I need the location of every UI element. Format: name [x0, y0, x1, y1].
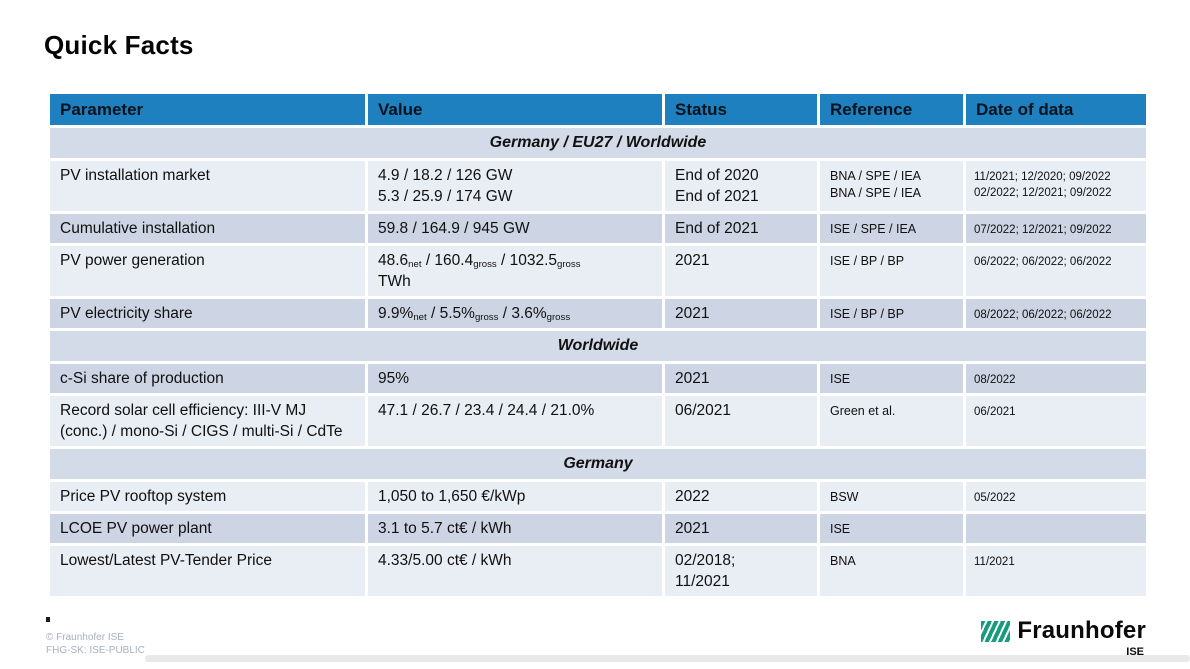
bullet-mark [46, 617, 50, 622]
cell-date [966, 514, 1146, 546]
column-header-value: Value [368, 94, 665, 128]
cell-parameter: Price PV rooftop system [50, 482, 368, 514]
cell-reference: ISE / BP / BP [820, 299, 966, 331]
cell-status: End of 2021 [665, 214, 820, 246]
cell-date: 08/2022 [966, 364, 1146, 396]
cell-value: 59.8 / 164.9 / 945 GW [368, 214, 665, 246]
cell-date: 06/2021 [966, 396, 1146, 449]
cell-value: 47.1 / 26.7 / 23.4 / 24.4 / 21.0% [368, 396, 665, 449]
cell-reference: ISE [820, 514, 966, 546]
quick-facts-table: Parameter Value Status Reference Date of… [50, 94, 1146, 599]
cell-date: 07/2022; 12/2021; 09/2022 [966, 214, 1146, 246]
horizontal-scrollbar[interactable] [145, 655, 1190, 662]
section-row: Germany [50, 449, 1146, 482]
cell-reference: BNA / SPE / IEA BNA / SPE / IEA [820, 161, 966, 214]
fraunhofer-brand-text: Fraunhofer [1017, 617, 1146, 644]
table-header-row: Parameter Value Status Reference Date of… [50, 94, 1146, 128]
cell-status: 2021 [665, 364, 820, 396]
cell-status: 02/2018; 11/2021 [665, 546, 820, 599]
cell-date: 08/2022; 06/2022; 06/2022 [966, 299, 1146, 331]
table-row: PV installation market 4.9 / 18.2 / 126 G… [50, 161, 1146, 214]
cell-status: 2021 [665, 299, 820, 331]
cell-reference: ISE / SPE / IEA [820, 214, 966, 246]
section-label: Germany [50, 449, 1146, 482]
classification-text: FHG-SK: ISE-PUBLIC [46, 645, 145, 656]
table-row: PV electricity share 9.9%net / 5.5%gross … [50, 299, 1146, 331]
cell-parameter: Lowest/Latest PV-Tender Price [50, 546, 368, 599]
cell-status: 2021 [665, 246, 820, 299]
column-header-status: Status [665, 94, 820, 128]
section-label: Germany / EU27 / Worldwide [50, 128, 1146, 161]
table-row: Cumulative installation 59.8 / 164.9 / 94… [50, 214, 1146, 246]
cell-reference: ISE / BP / BP [820, 246, 966, 299]
cell-value: 95% [368, 364, 665, 396]
cell-reference: BNA [820, 546, 966, 599]
section-row: Germany / EU27 / Worldwide [50, 128, 1146, 161]
cell-parameter: PV power generation [50, 246, 368, 299]
cell-date: 05/2022 [966, 482, 1146, 514]
cell-status: 06/2021 [665, 396, 820, 449]
slide-footer: © Fraunhofer ISE FHG-SK: ISE-PUBLIC [46, 631, 145, 657]
cell-reference: BSW [820, 482, 966, 514]
cell-value: 4.33/5.00 ct€ / kWh [368, 546, 665, 599]
table-row: Record solar cell efficiency: III-V MJ (… [50, 396, 1146, 449]
column-header-date: Date of data [966, 94, 1146, 128]
table-row: Price PV rooftop system 1,050 to 1,650 €/… [50, 482, 1146, 514]
cell-parameter: PV installation market [50, 161, 368, 214]
column-header-reference: Reference [820, 94, 966, 128]
column-header-parameter: Parameter [50, 94, 368, 128]
fraunhofer-logo-icon [981, 620, 1011, 642]
cell-date: 11/2021 [966, 546, 1146, 599]
copyright-text: © Fraunhofer ISE [46, 632, 124, 643]
cell-parameter: Cumulative installation [50, 214, 368, 246]
cell-value: 1,050 to 1,650 €/kWp [368, 482, 665, 514]
table-row: LCOE PV power plant 3.1 to 5.7 ct€ / kWh 2… [50, 514, 1146, 546]
fraunhofer-logo: Fraunhofer ISE [956, 617, 1146, 661]
cell-parameter: PV electricity share [50, 299, 368, 331]
cell-value: 9.9%net / 5.5%gross / 3.6%gross [368, 299, 665, 331]
cell-reference: ISE [820, 364, 966, 396]
cell-status: 2022 [665, 482, 820, 514]
facts-table-body: Germany / EU27 / Worldwide PV installatio… [50, 128, 1146, 599]
cell-status: 2021 [665, 514, 820, 546]
cell-status: End of 2020 End of 2021 [665, 161, 820, 214]
cell-date: 11/2021; 12/2020; 09/2022 02/2022; 12/202… [966, 161, 1146, 214]
table-row: PV power generation 48.6net / 160.4gross … [50, 246, 1146, 299]
table-row: Lowest/Latest PV-Tender Price 4.33/5.00 c… [50, 546, 1146, 599]
cell-value: 4.9 / 18.2 / 126 GW 5.3 / 25.9 / 174 GW [368, 161, 665, 214]
cell-date: 06/2022; 06/2022; 06/2022 [966, 246, 1146, 299]
table-row: c-Si share of production 95% 2021 ISE 08/202… [50, 364, 1146, 396]
cell-parameter: Record solar cell efficiency: III-V MJ (… [50, 396, 368, 449]
cell-parameter: LCOE PV power plant [50, 514, 368, 546]
cell-reference: Green et al. [820, 396, 966, 449]
cell-value: 3.1 to 5.7 ct€ / kWh [368, 514, 665, 546]
section-label: Worldwide [50, 331, 1146, 364]
cell-parameter: c-Si share of production [50, 364, 368, 396]
page-title: Quick Facts [44, 30, 194, 60]
cell-value: 48.6net / 160.4gross / 1032.5gross TWh [368, 246, 665, 299]
section-row: Worldwide [50, 331, 1146, 364]
